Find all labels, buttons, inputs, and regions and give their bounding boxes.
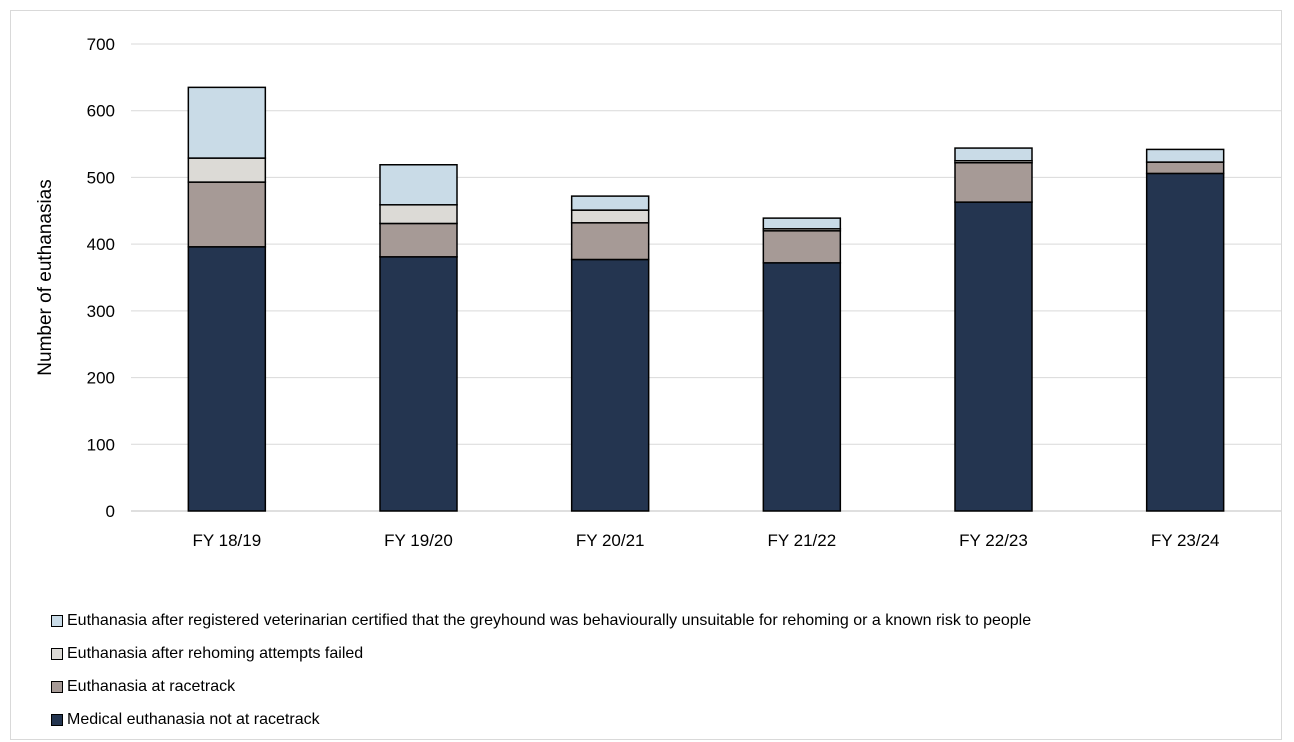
bar-segment (954, 147, 1033, 162)
bar-segment (187, 86, 267, 159)
bar-segment (570, 222, 650, 261)
legend-item: Euthanasia after rehoming attempts faile… (51, 644, 363, 664)
bar-segment (954, 201, 1033, 512)
y-axis-label: Number of euthanasias (35, 179, 56, 375)
bar-segment (187, 181, 267, 248)
legend-label: Euthanasia at racetrack (67, 678, 236, 695)
bar-segment (187, 246, 267, 512)
x-tick-label: FY 23/24 (1151, 531, 1220, 550)
bar-segment (762, 217, 842, 230)
bar-segment (379, 222, 458, 258)
legend-label: Euthanasia after rehoming attempts faile… (67, 645, 364, 662)
x-tick-label: FY 22/23 (959, 531, 1028, 550)
bar-segment (954, 162, 1033, 203)
y-axis: 0 100 200 300 400 500 600 700 (87, 35, 115, 521)
bar-segment (570, 209, 650, 224)
gridlines (131, 43, 1281, 512)
y-tick-label: 100 (87, 435, 115, 454)
y-tick-label: 700 (87, 35, 115, 54)
bar-segment (379, 204, 458, 225)
bar-segment (570, 195, 650, 211)
legend-swatch (51, 648, 63, 660)
y-tick-label: 500 (87, 168, 115, 187)
bar-segment (762, 230, 842, 264)
legend-item: Medical euthanasia not at racetrack (51, 710, 320, 730)
legend-swatch (51, 681, 63, 693)
bars (187, 86, 1225, 512)
bar-segment (1145, 161, 1225, 175)
y-tick-label: 400 (87, 235, 115, 254)
legend-label: Medical euthanasia not at racetrack (67, 711, 320, 728)
legend-swatch (51, 615, 63, 627)
y-tick-label: 600 (87, 102, 115, 121)
legend-label: Euthanasia after registered veterinarian… (67, 612, 1032, 629)
y-tick-label: 200 (87, 369, 115, 388)
legend-item: Euthanasia at racetrack (51, 677, 235, 697)
legend-swatch (51, 714, 63, 726)
bar-segment (1145, 148, 1225, 163)
x-tick-label: FY 20/21 (576, 531, 645, 550)
x-tick-label: FY 18/19 (192, 531, 261, 550)
y-tick-label: 0 (106, 502, 115, 521)
bar-segment (187, 157, 267, 183)
bar-segment (1145, 172, 1225, 512)
bar-segment (379, 256, 458, 512)
bar-segment (762, 262, 842, 512)
bar-segment (570, 258, 650, 512)
legend-item: Euthanasia after registered veterinarian… (51, 611, 1031, 631)
chart-frame: 0 100 200 300 400 500 600 700 FY 18/19 FY 19/20 F… (10, 10, 1282, 740)
y-tick-label: 300 (87, 302, 115, 321)
x-tick-label: FY 21/22 (767, 531, 836, 550)
x-axis: FY 18/19 FY 19/20 FY 20/21 FY 21/22 FY 22/23… (192, 531, 1219, 550)
x-tick-label: FY 19/20 (384, 531, 453, 550)
bar-segment (379, 164, 458, 206)
